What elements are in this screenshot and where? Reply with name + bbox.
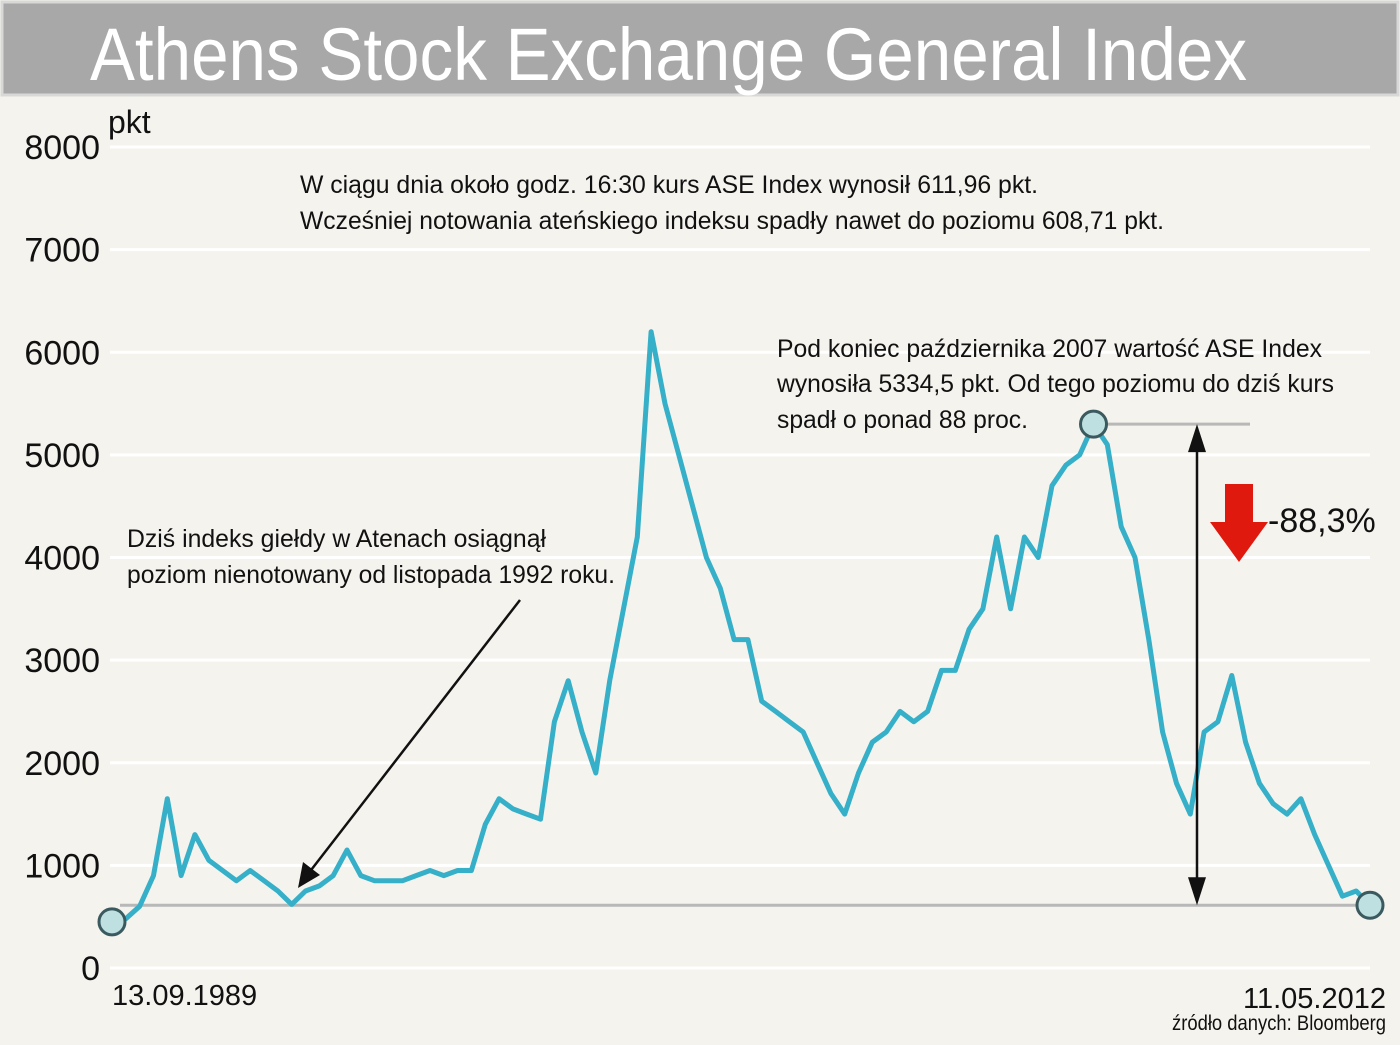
change-label: -88,3%: [1268, 502, 1376, 540]
annotation: W ciągu dnia około godz. 16:30 kurs ASE …: [300, 171, 1038, 199]
arrowhead: [1188, 424, 1206, 453]
y-tick-label: 4000: [24, 540, 100, 578]
annotation: Pod koniec października 2007 wartość ASE…: [777, 335, 1322, 363]
y-tick-label: 1000: [24, 847, 100, 885]
title-bar: [0, 0, 1400, 97]
source: źródło danych: Bloomberg: [1172, 1012, 1386, 1035]
annotation: wynosiła 5334,5 pkt. Od tego poziomu do …: [776, 370, 1334, 398]
y-unit: pkt: [108, 104, 151, 140]
highlight-marker: [97, 907, 127, 937]
y-tick-label: 5000: [24, 437, 100, 475]
pointer-arrow: [307, 599, 521, 875]
x-tick-label: 11.05.2012: [1243, 983, 1386, 1015]
y-tick-label: 6000: [24, 334, 100, 372]
index-line: [111, 329, 1372, 925]
highlight-marker: [1079, 409, 1109, 439]
annotation: poziom nienotowany od listopada 1992 rok…: [127, 561, 615, 589]
annotation: Wcześniej notowania ateńskiego indeksu s…: [300, 207, 1164, 235]
annotation: Dziś indeks giełdy w Atenach osiągnął: [127, 525, 546, 553]
y-tick-label: 3000: [24, 642, 100, 680]
y-tick-label: 0: [81, 950, 100, 988]
y-tick-label: 2000: [24, 745, 100, 783]
highlight-marker: [1355, 890, 1385, 920]
chart-title: Athens Stock Exchange General Index: [90, 13, 1247, 96]
annotation: spadł o ponad 88 proc.: [777, 406, 1028, 434]
x-tick-label: 13.09.1989: [112, 980, 257, 1012]
y-tick-label: 7000: [24, 232, 100, 270]
down-arrow: [1210, 484, 1268, 562]
y-tick-label: 8000: [24, 129, 100, 167]
pointer-arrowhead: [298, 862, 320, 888]
arrowhead: [1188, 877, 1206, 906]
